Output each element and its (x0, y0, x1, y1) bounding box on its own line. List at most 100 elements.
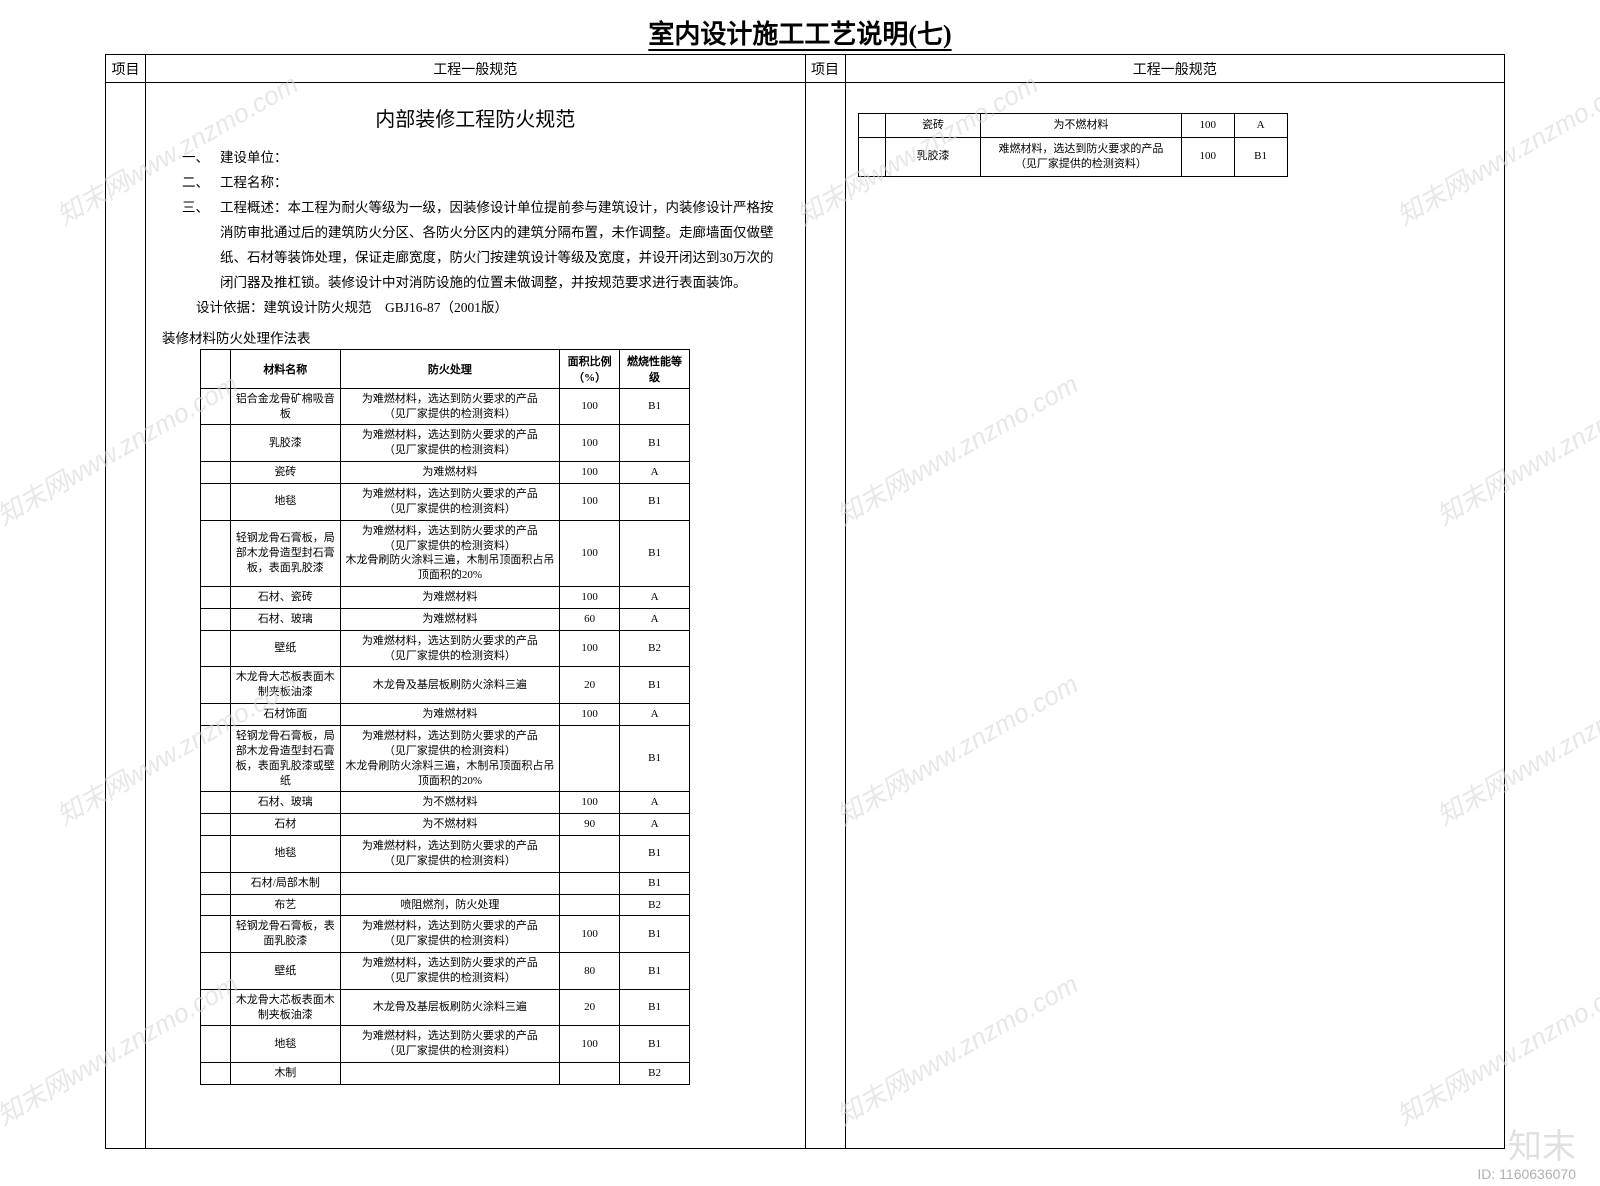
watermark-brand: 知末 (1508, 1119, 1576, 1168)
table-cell: 木龙骨大芯板表面木制夹板油漆 (230, 667, 340, 704)
table-cell: 为难燃材料 (340, 608, 559, 630)
table-cell: 为难燃材料，选达到防火要求的产品（见厂家提供的检测资料） (340, 484, 559, 521)
table-cell: 为不燃材料 (340, 814, 559, 836)
table-row: 轻钢龙骨石膏板，表面乳胶漆为难燃材料，选达到防火要求的产品（见厂家提供的检测资料… (201, 916, 690, 953)
table-cell: B1 (620, 520, 690, 586)
right-project-col (806, 83, 846, 1148)
intro-text: 工程概述：本工程为耐火等级为一级，因装修设计单位提前参与建筑设计，内装修设计严格… (220, 196, 785, 296)
table-cell: B2 (620, 894, 690, 916)
table-row: 地毯为难燃材料，选达到防火要求的产品（见厂家提供的检测资料）100B1 (201, 1026, 690, 1063)
table-cell: 为难燃材料，选达到防火要求的产品（见厂家提供的检测资料） (340, 630, 559, 667)
table-cell: 铝合金龙骨矿棉吸音板 (230, 388, 340, 425)
table-cell: 木龙骨及基层板刷防火涂料三遍 (340, 667, 559, 704)
table-cell: B1 (620, 953, 690, 990)
table-cell (340, 872, 559, 894)
right-spec-col: 瓷砖为不燃材料100A乳胶漆难燃材料，选达到防火要求的产品（见厂家提供的检测资料… (846, 83, 1505, 1148)
table-row: 石材为不燃材料90A (201, 814, 690, 836)
table-cell: 石材、玻璃 (230, 608, 340, 630)
table-cell (560, 894, 620, 916)
table-cell (201, 520, 231, 586)
section-title: 内部装修工程防火规范 (158, 95, 793, 146)
table-cell: B1 (620, 989, 690, 1026)
table-cell: 100 (1181, 137, 1234, 176)
table-cell: 轻钢龙骨石膏板，表面乳胶漆 (230, 916, 340, 953)
table-cell: 100 (560, 704, 620, 726)
table-row: 木龙骨大芯板表面木制夹板油漆木龙骨及基层板刷防火涂料三遍20B1 (201, 989, 690, 1026)
table-cell (201, 872, 231, 894)
table-cell: 为难燃材料，选达到防火要求的产品（见厂家提供的检测资料）木龙骨刷防火涂料三遍，木… (340, 520, 559, 586)
table-header: 防火处理 (340, 349, 559, 388)
table-cell: A (620, 587, 690, 609)
intro-text: 工程名称： (220, 171, 785, 196)
table-cell: 100 (560, 462, 620, 484)
table-cell (201, 667, 231, 704)
table-cell (858, 137, 885, 176)
table-cell: 为难燃材料 (340, 587, 559, 609)
table-cell: A (1234, 114, 1287, 138)
watermark-id: ID: 1160636070 (1477, 1166, 1576, 1182)
table-row: 壁纸为难燃材料，选达到防火要求的产品（见厂家提供的检测资料）100B2 (201, 630, 690, 667)
table-cell: 100 (560, 484, 620, 521)
table-cell: 为难燃材料 (340, 462, 559, 484)
left-spec-col: 内部装修工程防火规范 一、建设单位：二、工程名称：三、工程概述：本工程为耐火等级… (146, 83, 806, 1148)
page-title: 室内设计施工工艺说明(七) (0, 0, 1600, 57)
intro-item: 二、工程名称： (182, 171, 785, 196)
table-cell: B1 (620, 484, 690, 521)
table-row: 木龙骨大芯板表面木制夹板油漆木龙骨及基层板刷防火涂料三遍20B1 (201, 667, 690, 704)
table-row: 铝合金龙骨矿棉吸音板为难燃材料，选达到防火要求的产品（见厂家提供的检测资料）10… (201, 388, 690, 425)
table-cell: 难燃材料，选达到防火要求的产品（见厂家提供的检测资料） (981, 137, 1182, 176)
table-cell: 100 (560, 587, 620, 609)
table-cell: 布艺 (230, 894, 340, 916)
table-cell: 为难燃材料，选达到防火要求的产品（见厂家提供的检测资料）木龙骨刷防火涂料三遍，木… (340, 725, 559, 791)
table-cell: 为难燃材料，选达到防火要求的产品（见厂家提供的检测资料） (340, 836, 559, 873)
table-row: 乳胶漆为难燃材料，选达到防火要求的产品（见厂家提供的检测资料）100B1 (201, 425, 690, 462)
table-cell (201, 953, 231, 990)
left-project-col (106, 83, 146, 1148)
table-cell: 地毯 (230, 1026, 340, 1063)
table-row: 石材、玻璃为难燃材料60A (201, 608, 690, 630)
table-row: 石材、玻璃为不燃材料100A (201, 792, 690, 814)
header-project-right: 项目 (806, 55, 846, 82)
table-cell: 石材、瓷砖 (230, 587, 340, 609)
intro-number: 二、 (182, 171, 220, 196)
table-row: 布艺喷阻燃剂，防火处理B2 (201, 894, 690, 916)
intro-item: 一、建设单位： (182, 146, 785, 171)
table-cell: 乳胶漆 (885, 137, 980, 176)
table-cell: 石材、玻璃 (230, 792, 340, 814)
table-cell (560, 836, 620, 873)
table-cell: 100 (560, 425, 620, 462)
table-row: 木制B2 (201, 1063, 690, 1085)
table-row: 地毯为难燃材料，选达到防火要求的产品（见厂家提供的检测资料）B1 (201, 836, 690, 873)
table-cell: B1 (620, 916, 690, 953)
table-cell: 60 (560, 608, 620, 630)
table-cell: 100 (560, 916, 620, 953)
table-cell (858, 114, 885, 138)
table-row: 瓷砖为不燃材料100A (858, 114, 1287, 138)
table-cell: 为不燃材料 (981, 114, 1182, 138)
table-cell: 石材 (230, 814, 340, 836)
table-row: 地毯为难燃材料，选达到防火要求的产品（见厂家提供的检测资料）100B1 (201, 484, 690, 521)
table-cell (340, 1063, 559, 1085)
body-row: 内部装修工程防火规范 一、建设单位：二、工程名称：三、工程概述：本工程为耐火等级… (106, 83, 1504, 1148)
table-cell: 100 (560, 520, 620, 586)
table-cell (201, 916, 231, 953)
drawing-frame: 项目 工程一般规范 项目 工程一般规范 内部装修工程防火规范 一、建设单位：二、… (105, 54, 1505, 1149)
table-cell (560, 1063, 620, 1085)
table-cell: A (620, 814, 690, 836)
table-cell: A (620, 792, 690, 814)
table-cell (201, 462, 231, 484)
table-cell: 壁纸 (230, 953, 340, 990)
table-cell: 100 (1181, 114, 1234, 138)
table-cell: B1 (1234, 137, 1287, 176)
table-cell: 地毯 (230, 836, 340, 873)
table-cell: 100 (560, 388, 620, 425)
table-cell: 轻钢龙骨石膏板，局部木龙骨造型封石膏板，表面乳胶漆或壁纸 (230, 725, 340, 791)
intro-list: 一、建设单位：二、工程名称：三、工程概述：本工程为耐火等级为一级，因装修设计单位… (158, 146, 793, 296)
table-cell (201, 608, 231, 630)
table-cell: 为不燃材料 (340, 792, 559, 814)
table-header (201, 349, 231, 388)
table-cell: 100 (560, 1026, 620, 1063)
table-cell: B1 (620, 725, 690, 791)
table-row: 石材、瓷砖为难燃材料100A (201, 587, 690, 609)
table-cell: 石材饰面 (230, 704, 340, 726)
